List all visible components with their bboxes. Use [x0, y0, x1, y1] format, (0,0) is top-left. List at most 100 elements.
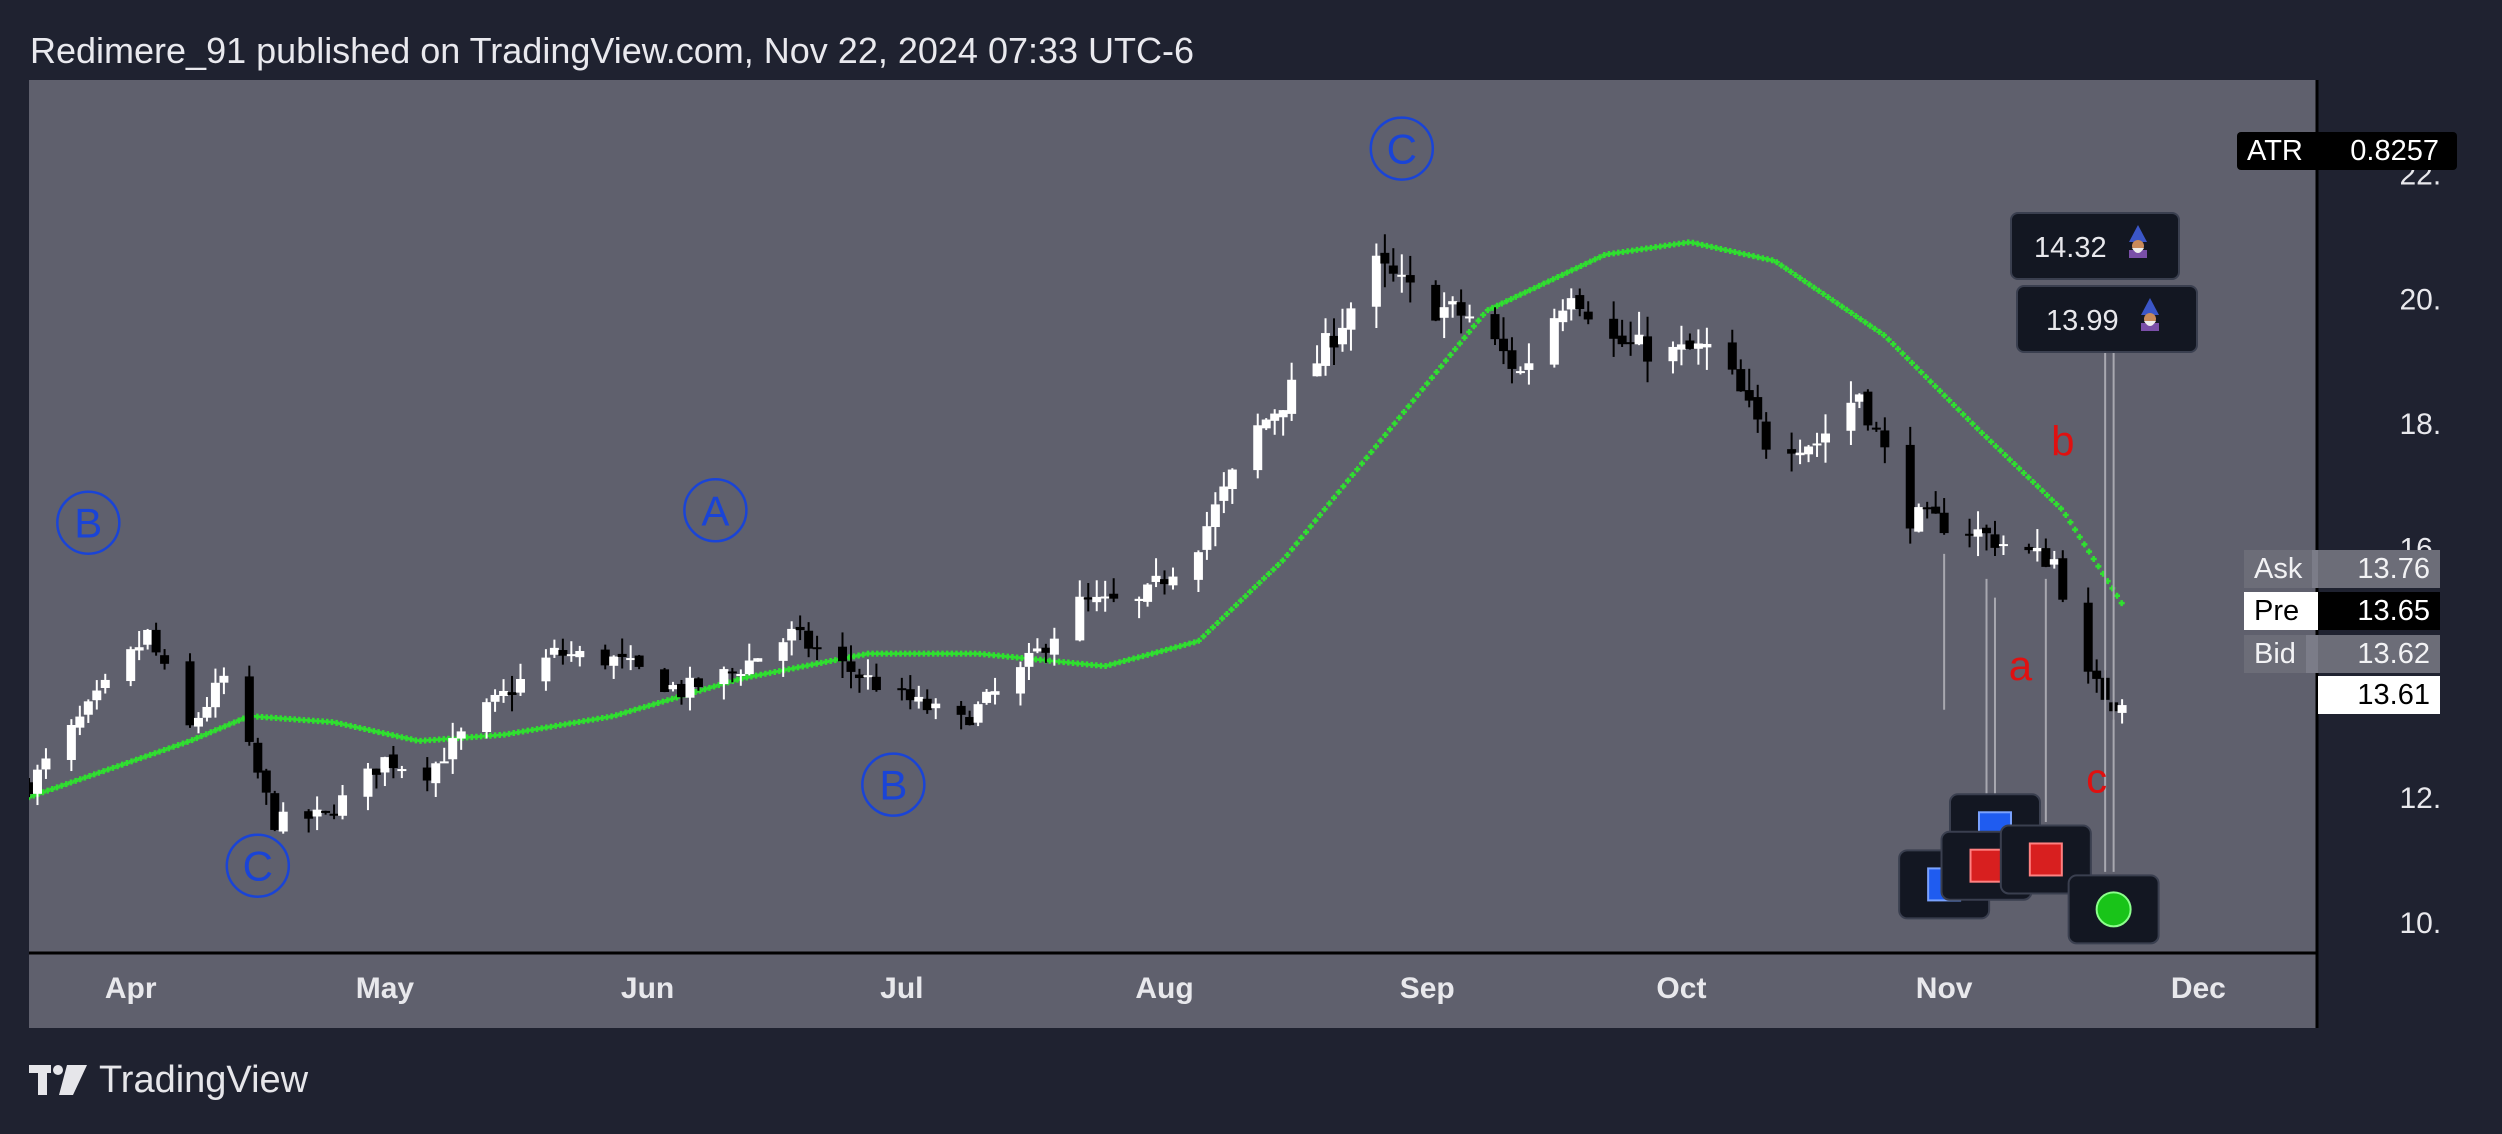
candle-body	[2083, 602, 2093, 672]
trail-dot	[1582, 260, 1589, 267]
trail-dot	[1811, 284, 1818, 291]
candle-body	[1439, 307, 1449, 318]
candle-body	[634, 655, 644, 667]
trail-dot	[1326, 500, 1333, 507]
trail-dot	[1480, 311, 1487, 318]
trail-dot	[1498, 300, 1505, 307]
trail-dot	[1195, 637, 1202, 644]
trail-dot	[1559, 271, 1566, 278]
trail-dot	[2030, 478, 2037, 485]
trail-dot	[1587, 258, 1594, 265]
candle-body	[1880, 430, 1890, 448]
candle-body	[1812, 443, 1822, 446]
trail-dot	[1419, 386, 1426, 393]
trail-dot	[1787, 268, 1794, 275]
trail-dot	[1331, 494, 1338, 501]
candle-body	[1693, 343, 1703, 349]
trail-dot	[1391, 420, 1398, 427]
trail-dot	[1191, 639, 1198, 646]
trail-dot	[627, 708, 634, 715]
trail-dot	[1992, 443, 1999, 450]
trail-dot	[2058, 505, 2065, 512]
atr-value: 0.8257	[2350, 135, 2439, 167]
trail-dot	[1797, 275, 1804, 282]
candle-body	[558, 650, 568, 656]
trail-dot	[151, 750, 158, 757]
trail-dot	[1307, 523, 1314, 530]
trail-dot	[1275, 562, 1282, 569]
trail-dot	[1289, 546, 1296, 553]
trail-dot	[1904, 355, 1911, 362]
candle-body	[1634, 334, 1644, 345]
trail-dot	[207, 729, 214, 736]
candle-body	[549, 647, 559, 655]
price-chart[interactable]: 10.0012.0016.0018.0020.0022.00AprMayJunJ…	[29, 80, 2441, 1028]
candle-body	[787, 628, 797, 641]
candle-body	[439, 761, 449, 764]
x-tick-label: Apr	[105, 972, 157, 1005]
candle-body	[1100, 596, 1110, 599]
tradingview-logo[interactable]: TradingView	[29, 1054, 308, 1106]
candle-body	[1795, 452, 1805, 456]
trail-dot	[1205, 628, 1212, 635]
trail-dot	[2044, 492, 2051, 499]
y-tick-label: 20.00	[2399, 283, 2441, 316]
trail-dot	[1573, 265, 1580, 272]
bid-label: Bid	[2244, 635, 2306, 673]
trail-dot	[1894, 345, 1901, 352]
candle-body	[668, 685, 678, 690]
candle-body	[507, 692, 517, 695]
trail-dot	[1825, 294, 1832, 301]
ask-label: Ask	[2244, 550, 2313, 588]
trail-dot	[212, 727, 219, 734]
candle-body	[1643, 336, 1653, 362]
trail-dot	[1214, 619, 1221, 626]
candle-body	[1558, 310, 1568, 323]
chart-frame[interactable]: 10.0012.0016.0018.0020.0022.00AprMayJunJ…	[29, 80, 2441, 1028]
price-callout[interactable]: 14.32	[2010, 212, 2180, 280]
trail-dot	[650, 701, 657, 708]
candle-body	[1905, 444, 1915, 529]
candle-body	[1524, 363, 1534, 370]
candle-body	[1143, 584, 1153, 602]
trail-dot	[1960, 411, 1967, 418]
trail-dot	[1494, 302, 1501, 309]
trail-dot	[1801, 278, 1808, 285]
wave-label-circle	[683, 478, 748, 543]
trail-dot	[1853, 313, 1860, 320]
trail-dot	[217, 725, 224, 732]
candle-body	[499, 690, 509, 696]
candle-body	[261, 770, 271, 793]
candle-body	[922, 698, 932, 711]
trail-dot	[1386, 426, 1393, 433]
candle-body	[1575, 295, 1585, 310]
trail-dot	[1261, 575, 1268, 582]
price-callout[interactable]: 13.99	[2016, 285, 2198, 353]
trail-dot	[2081, 541, 2088, 548]
trail-dot	[1223, 611, 1230, 618]
trail-dot	[1918, 369, 1925, 376]
trail-dot	[1456, 340, 1463, 347]
candle-body	[838, 646, 848, 662]
candle-body	[956, 705, 966, 715]
candle-body	[1846, 402, 1856, 431]
trail-dot	[2076, 533, 2083, 540]
candle-body	[1253, 425, 1263, 471]
trail-dot	[44, 787, 51, 794]
trail-dot	[1941, 392, 1948, 399]
ask-value-tag: 13.76	[2318, 550, 2440, 588]
candle-body	[1024, 652, 1034, 667]
trail-dot	[1834, 300, 1841, 307]
trail-dot	[1908, 359, 1915, 366]
wave-label: A	[701, 487, 729, 534]
trail-dot	[1843, 306, 1850, 313]
trail-dot	[706, 684, 713, 691]
trail-dot	[1922, 373, 1929, 380]
trail-dot	[1233, 602, 1240, 609]
trail-dot	[193, 735, 200, 742]
trail-dot	[91, 771, 98, 778]
trail-dot	[1997, 447, 2004, 454]
trail-dot	[1927, 378, 1934, 385]
trail-dot	[1363, 454, 1370, 461]
trail-dot	[1876, 328, 1883, 335]
